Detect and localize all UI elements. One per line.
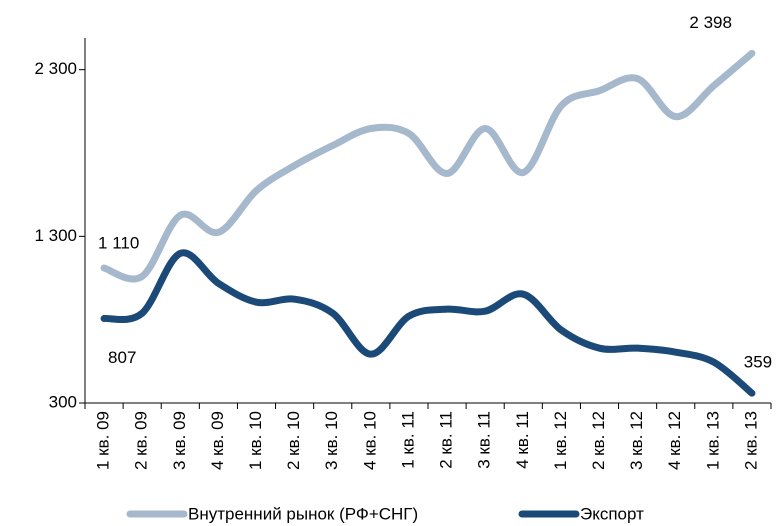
data-label: 359 xyxy=(744,353,772,372)
x-tick-label: 2 кв. 13 xyxy=(741,411,760,470)
y-tick-label: 300 xyxy=(49,392,77,411)
data-label: 2 398 xyxy=(689,13,732,32)
x-tick-label: 3 кв. 11 xyxy=(475,411,494,469)
legend-label: Внутренний рынок (РФ+СНГ) xyxy=(188,504,418,523)
y-tick-label: 1 300 xyxy=(34,226,77,245)
x-tick-label: 1 кв. 12 xyxy=(551,411,570,470)
x-tick-label: 2 кв. 11 xyxy=(437,411,456,469)
x-tick-label: 4 кв. 10 xyxy=(360,411,379,470)
data-label: 1 110 xyxy=(98,233,139,252)
x-tick-label: 1 кв. 13 xyxy=(703,411,722,470)
x-tick-label: 1 кв. 11 xyxy=(398,411,417,469)
x-tick-label: 4 кв. 12 xyxy=(665,411,684,470)
x-tick-label: 3 кв. 12 xyxy=(627,411,646,470)
x-tick-label: 1 кв. 10 xyxy=(246,411,265,470)
x-tick-label: 4 кв. 11 xyxy=(513,411,532,469)
x-tick-label: 1 кв. 09 xyxy=(94,411,113,470)
x-tick-label: 2 кв. 09 xyxy=(132,411,151,470)
legend-label: Экспорт xyxy=(580,504,644,523)
series-line xyxy=(100,249,756,397)
x-tick-label: 3 кв. 09 xyxy=(170,411,189,470)
series-line xyxy=(100,49,756,283)
x-tick-label: 3 кв. 10 xyxy=(322,411,341,470)
x-tick-label: 4 кв. 09 xyxy=(208,411,227,470)
x-tick-label: 2 кв. 12 xyxy=(589,411,608,470)
y-tick-label: 2 300 xyxy=(34,59,77,78)
x-tick-label: 2 кв. 10 xyxy=(284,411,303,470)
data-label: 807 xyxy=(108,348,136,367)
